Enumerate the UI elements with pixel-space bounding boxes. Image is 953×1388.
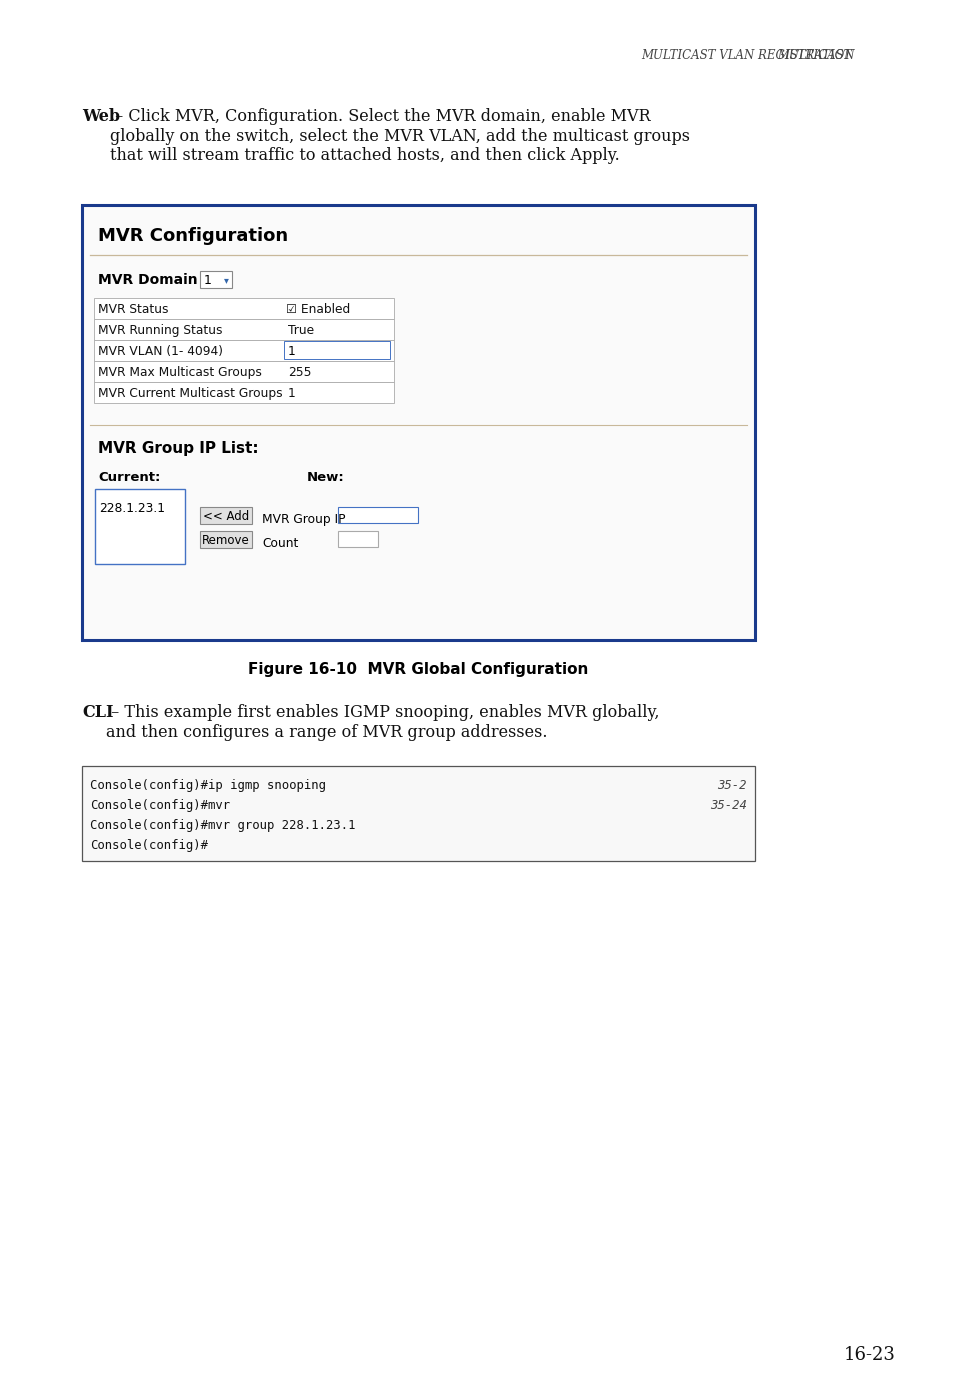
Text: 228.1.23.1: 228.1.23.1 [99, 502, 165, 515]
Text: Current:: Current: [98, 471, 160, 484]
Text: Console(config)#mvr group 228.1.23.1: Console(config)#mvr group 228.1.23.1 [90, 819, 355, 831]
Text: MVR Group IP List:: MVR Group IP List: [98, 441, 258, 457]
Text: 16-23: 16-23 [843, 1346, 895, 1364]
Text: MVR Status: MVR Status [98, 303, 169, 316]
Text: Figure 16-10  MVR Global Configuration: Figure 16-10 MVR Global Configuration [248, 662, 588, 677]
Bar [82, 205, 754, 640]
Text: MULTICAST VLAN REGISTRATION: MULTICAST VLAN REGISTRATION [640, 49, 854, 61]
Text: True: True [288, 323, 314, 337]
Text: – Click MVR, Configuration. Select the MVR domain, enable MVR
globally on the sw: – Click MVR, Configuration. Select the M… [110, 108, 689, 164]
Text: Console(config)#ip igmp snooping: Console(config)#ip igmp snooping [90, 779, 326, 793]
Text: – This example first enables IGMP snooping, enables MVR globally,
and then confi: – This example first enables IGMP snoopi… [106, 704, 659, 741]
Text: MVR Group IP: MVR Group IP [262, 512, 345, 526]
Bar [200, 271, 232, 287]
Bar [95, 489, 185, 564]
Text: 1: 1 [204, 273, 212, 287]
Bar [284, 341, 390, 359]
Text: MVR Configuration: MVR Configuration [98, 228, 288, 246]
Text: Console(config)#mvr: Console(config)#mvr [90, 799, 230, 812]
Bar [94, 340, 394, 361]
Text: CLI: CLI [82, 704, 113, 720]
Text: 1: 1 [288, 387, 295, 400]
Bar [200, 532, 252, 548]
Bar [94, 361, 394, 382]
Text: Console(config)#: Console(config)# [90, 838, 208, 852]
Text: MVR VLAN (1- 4094): MVR VLAN (1- 4094) [98, 346, 223, 358]
Text: ▾: ▾ [224, 275, 229, 286]
Bar [94, 298, 394, 319]
Text: ☑ Enabled: ☑ Enabled [286, 303, 350, 316]
Text: 35-24: 35-24 [709, 799, 746, 812]
Bar [94, 382, 394, 403]
Text: Remove: Remove [202, 534, 250, 547]
Text: 255: 255 [288, 366, 312, 379]
Bar [94, 319, 394, 340]
Bar [82, 766, 754, 861]
Text: MVR Max Multicast Groups: MVR Max Multicast Groups [98, 366, 262, 379]
Text: 1: 1 [288, 346, 295, 358]
Text: MVR Running Status: MVR Running Status [98, 323, 222, 337]
Bar [337, 507, 417, 523]
Bar [337, 532, 377, 547]
Text: Web: Web [82, 108, 120, 125]
Text: Count: Count [262, 537, 298, 550]
Text: MVR Domain: MVR Domain [98, 273, 197, 287]
Text: << Add: << Add [203, 509, 249, 523]
Text: MVR Current Multicast Groups: MVR Current Multicast Groups [98, 387, 282, 400]
Text: MULTICAST: MULTICAST [776, 49, 854, 61]
Text: 35-2: 35-2 [717, 779, 746, 793]
Bar [200, 507, 252, 525]
Text: New:: New: [307, 471, 344, 484]
